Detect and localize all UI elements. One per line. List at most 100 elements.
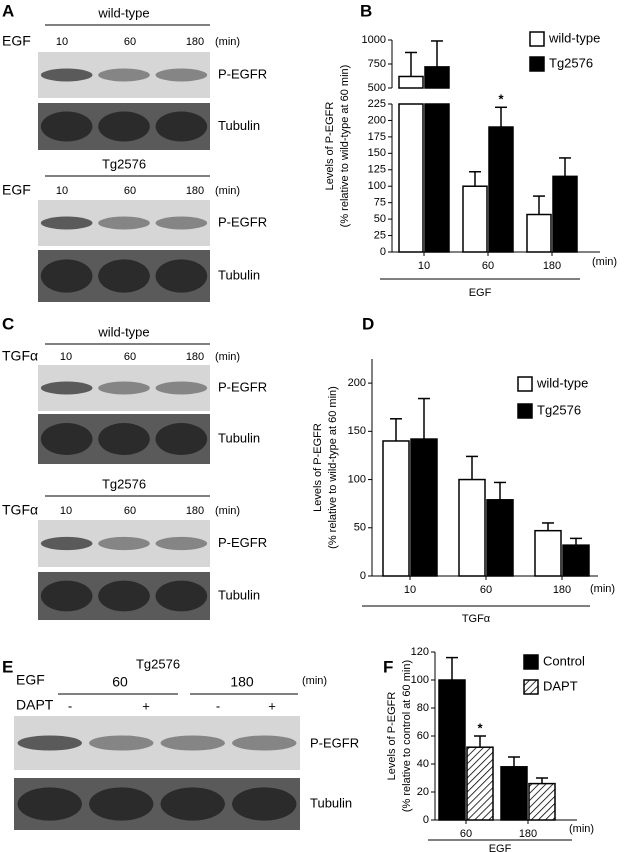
blot-band <box>40 381 93 395</box>
treatment-label: TGFα <box>2 502 38 518</box>
group-title: wild-type <box>97 324 149 339</box>
sign-label: + <box>268 698 276 713</box>
x-tick-label: 10 <box>404 584 416 596</box>
band-label: P-EGFR <box>218 379 267 394</box>
blot-band <box>89 787 154 821</box>
band-label: Tubulin <box>218 118 260 133</box>
time-label: 60 <box>124 351 136 363</box>
band-label: Tubulin <box>218 587 260 602</box>
y-tick-label: 60 <box>417 730 429 742</box>
legend-label: wild-type <box>548 30 600 45</box>
unit-label: (min) <box>215 505 240 517</box>
drug-label: DAPT <box>16 697 54 713</box>
y-tick-label: 200 <box>368 114 386 126</box>
y-tick-label: 175 <box>368 131 386 143</box>
bar <box>466 746 494 821</box>
unit-label: (min) <box>215 36 240 48</box>
x-tick-label: 60 <box>460 828 472 840</box>
blot-band <box>40 423 93 455</box>
blot-band <box>232 735 297 751</box>
bar <box>424 103 450 253</box>
x-unit-label: (min) <box>569 823 594 835</box>
y-axis-label: Levels of P-EGFR <box>312 423 324 512</box>
legend-swatch <box>517 376 533 392</box>
bar <box>462 185 488 253</box>
y-tick-label: 150 <box>368 147 386 159</box>
time-label: 180 <box>186 505 204 517</box>
legend-label: wild-type <box>536 375 588 390</box>
time-label: 10 <box>56 185 68 197</box>
y-tick-label: 50 <box>354 522 366 534</box>
x-tick-label: 180 <box>543 260 561 272</box>
bar <box>486 499 514 577</box>
y-tick-label: 120 <box>411 646 429 658</box>
x-axis-label: EGF <box>489 843 512 852</box>
blot-band <box>40 111 93 142</box>
time-label: 10 <box>60 351 72 363</box>
time-label: 60 <box>112 674 128 690</box>
blot-band <box>155 216 208 230</box>
blot-band <box>160 735 225 751</box>
blot-band <box>155 580 208 612</box>
treatment-label: TGFα <box>2 348 38 364</box>
bar <box>382 440 410 577</box>
blot-band <box>40 259 93 293</box>
y-tick-label: 0 <box>360 570 366 582</box>
blot-band <box>155 381 208 395</box>
blot-band <box>160 787 225 821</box>
band-label: Tubulin <box>310 795 352 810</box>
blot-band <box>40 580 93 612</box>
blot-band <box>17 735 82 751</box>
time-label: 180 <box>186 185 204 197</box>
y-tick-label: 0 <box>380 246 386 258</box>
blot-band <box>155 536 208 551</box>
band-label: Tubulin <box>218 267 260 282</box>
bar <box>552 175 578 253</box>
x-tick-label: 180 <box>519 828 537 840</box>
unit-label: (min) <box>215 351 240 363</box>
y-axis-label: Levels of P-EGFR <box>386 692 398 781</box>
group-title: wild-type <box>97 5 149 20</box>
time-label: 10 <box>60 505 72 517</box>
legend-swatch <box>523 654 539 670</box>
panel-letter: A <box>2 1 14 20</box>
sign-label: - <box>68 698 72 713</box>
y-tick-label: 100 <box>348 473 366 485</box>
blot-band <box>40 68 93 82</box>
time-label: 180 <box>186 351 204 363</box>
x-axis-label: TGFα <box>462 613 491 625</box>
x-unit-label: (min) <box>592 256 617 268</box>
legend-label: DAPT <box>543 678 578 693</box>
time-label: 60 <box>124 36 136 48</box>
y-tick-label: 100 <box>368 180 386 192</box>
x-axis-label: EGF <box>469 287 492 299</box>
treatment-label: EGF <box>16 672 45 688</box>
legend-swatch <box>523 679 539 695</box>
bar <box>562 544 590 577</box>
significance-mark: * <box>477 720 483 735</box>
y-tick-label: 80 <box>417 702 429 714</box>
y-tick-label: 50 <box>374 213 386 225</box>
x-tick-label: 60 <box>480 584 492 596</box>
band-label: Tubulin <box>218 430 260 445</box>
y-tick-label: 225 <box>368 98 386 110</box>
blot-band <box>155 259 208 293</box>
blot-band <box>232 787 297 821</box>
blot-band <box>98 423 150 455</box>
bar <box>398 103 424 253</box>
bar <box>526 213 552 253</box>
blot-band <box>155 68 208 82</box>
bar <box>534 529 562 577</box>
group-title: Tg2576 <box>102 476 146 491</box>
y-axis-label: (% relative to wild-type at 60 min) <box>339 65 351 228</box>
blot-band <box>155 111 208 142</box>
x-unit-label: (min) <box>590 583 615 595</box>
time-label: 10 <box>56 36 68 48</box>
blot-band <box>98 68 150 82</box>
significance-mark: * <box>498 92 504 107</box>
group-title: Tg2576 <box>136 656 180 671</box>
bar <box>424 66 450 89</box>
blot-band <box>98 111 150 142</box>
y-tick-label: 200 <box>348 377 366 389</box>
